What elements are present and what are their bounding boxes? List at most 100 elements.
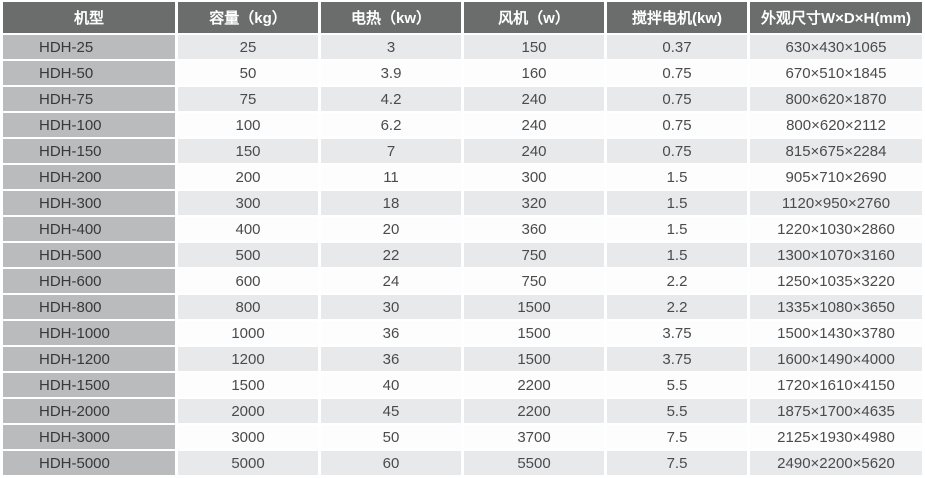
cell-capacity: 200 [178,165,318,189]
table-row: HDH-3000 3000 50 3700 7.5 2125×1930×4980 [3,425,922,449]
cell-dimensions: 1500×1430×3780 [750,321,922,345]
cell-model: HDH-1500 [3,373,175,397]
cell-motor: 0.75 [607,113,747,137]
cell-capacity: 150 [178,139,318,163]
header-model: 机型 [3,2,175,33]
cell-heating: 6.2 [321,113,461,137]
cell-dimensions: 1220×1030×2860 [750,217,922,241]
cell-dimensions: 905×710×2690 [750,165,922,189]
header-fan: 风机（w） [464,2,604,33]
table-row: HDH-600 600 24 750 2.2 1250×1035×3220 [3,269,922,293]
cell-heating: 36 [321,347,461,371]
cell-model: HDH-75 [3,87,175,111]
cell-capacity: 3000 [178,425,318,449]
cell-capacity: 1000 [178,321,318,345]
table-row: HDH-25 25 3 150 0.37 630×430×1065 [3,35,922,59]
cell-model: HDH-100 [3,113,175,137]
header-motor: 搅拌电机(kw) [607,2,747,33]
cell-model: HDH-800 [3,295,175,319]
header-capacity: 容量（kg） [178,2,318,33]
cell-motor: 1.5 [607,191,747,215]
cell-fan: 1500 [464,295,604,319]
cell-fan: 750 [464,243,604,267]
cell-fan: 360 [464,217,604,241]
cell-heating: 45 [321,399,461,423]
cell-motor: 2.2 [607,295,747,319]
cell-capacity: 800 [178,295,318,319]
cell-fan: 2200 [464,373,604,397]
cell-motor: 7.5 [607,451,747,475]
cell-fan: 5500 [464,451,604,475]
table-row: HDH-1200 1200 36 1500 3.75 1600×1490×4000 [3,347,922,371]
table-row: HDH-50 50 3.9 160 0.75 670×510×1845 [3,61,922,85]
cell-capacity: 75 [178,87,318,111]
cell-model: HDH-300 [3,191,175,215]
cell-capacity: 1200 [178,347,318,371]
cell-fan: 2200 [464,399,604,423]
cell-fan: 240 [464,139,604,163]
cell-dimensions: 1875×1700×4635 [750,399,922,423]
cell-capacity: 400 [178,217,318,241]
cell-capacity: 600 [178,269,318,293]
cell-dimensions: 800×620×1870 [750,87,922,111]
cell-heating: 24 [321,269,461,293]
table-row: HDH-100 100 6.2 240 0.75 800×620×2112 [3,113,922,137]
cell-fan: 300 [464,165,604,189]
cell-heating: 36 [321,321,461,345]
cell-motor: 0.75 [607,139,747,163]
cell-model: HDH-2000 [3,399,175,423]
cell-capacity: 1500 [178,373,318,397]
cell-fan: 750 [464,269,604,293]
cell-dimensions: 1120×950×2760 [750,191,922,215]
cell-fan: 150 [464,35,604,59]
cell-heating: 50 [321,425,461,449]
cell-motor: 1.5 [607,243,747,267]
cell-capacity: 5000 [178,451,318,475]
cell-heating: 3 [321,35,461,59]
cell-heating: 60 [321,451,461,475]
cell-capacity: 25 [178,35,318,59]
cell-heating: 7 [321,139,461,163]
cell-motor: 1.5 [607,165,747,189]
cell-fan: 1500 [464,321,604,345]
cell-model: HDH-200 [3,165,175,189]
cell-model: HDH-1000 [3,321,175,345]
cell-dimensions: 1300×1070×3160 [750,243,922,267]
cell-heating: 22 [321,243,461,267]
cell-dimensions: 1720×1610×4150 [750,373,922,397]
cell-heating: 20 [321,217,461,241]
table-row: HDH-800 800 30 1500 2.2 1335×1080×3650 [3,295,922,319]
cell-fan: 240 [464,87,604,111]
cell-dimensions: 2125×1930×4980 [750,425,922,449]
cell-dimensions: 1335×1080×3650 [750,295,922,319]
cell-heating: 3.9 [321,61,461,85]
cell-model: HDH-400 [3,217,175,241]
cell-heating: 18 [321,191,461,215]
cell-model: HDH-25 [3,35,175,59]
cell-motor: 3.75 [607,321,747,345]
cell-dimensions: 815×675×2284 [750,139,922,163]
cell-heating: 40 [321,373,461,397]
cell-heating: 4.2 [321,87,461,111]
cell-motor: 0.75 [607,61,747,85]
cell-model: HDH-150 [3,139,175,163]
table-row: HDH-2000 2000 45 2200 5.5 1875×1700×4635 [3,399,922,423]
cell-capacity: 50 [178,61,318,85]
cell-model: HDH-50 [3,61,175,85]
cell-model: HDH-3000 [3,425,175,449]
cell-fan: 3700 [464,425,604,449]
cell-dimensions: 670×510×1845 [750,61,922,85]
cell-capacity: 300 [178,191,318,215]
cell-motor: 3.75 [607,347,747,371]
cell-model: HDH-500 [3,243,175,267]
cell-motor: 5.5 [607,373,747,397]
cell-motor: 7.5 [607,425,747,449]
table-row: HDH-5000 5000 60 5500 7.5 2490×2200×5620 [3,451,922,475]
table-row: HDH-1000 1000 36 1500 3.75 1500×1430×3780 [3,321,922,345]
table-row: HDH-500 500 22 750 1.5 1300×1070×3160 [3,243,922,267]
table-row: HDH-400 400 20 360 1.5 1220×1030×2860 [3,217,922,241]
cell-heating: 11 [321,165,461,189]
cell-capacity: 100 [178,113,318,137]
